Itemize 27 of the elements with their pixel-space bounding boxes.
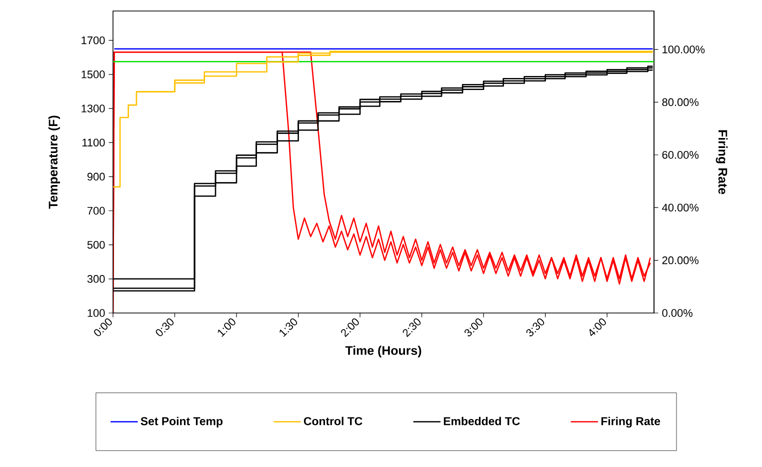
y2-tick-label: 100.00% xyxy=(662,46,705,54)
x-tick-label: 0:30 xyxy=(156,318,174,336)
x-tick-label: 3:00 xyxy=(464,318,482,336)
y-tick-label: 1300 xyxy=(82,104,105,112)
x-tick-label: 0:00 xyxy=(94,318,112,336)
legend-label: Firing Rate xyxy=(601,416,660,428)
y2-tick-label: 0.00% xyxy=(662,309,692,317)
y-tick-label: 1700 xyxy=(82,36,105,44)
y2-tick-label: 60.00% xyxy=(662,151,699,159)
y-axis-title: Temperature (F) xyxy=(48,116,60,209)
y-tick-label: 700 xyxy=(88,206,105,215)
x-axis-title: Time (Hours) xyxy=(345,346,422,358)
y2-tick-label: 40.00% xyxy=(662,204,699,212)
legend-label: Set Point Temp xyxy=(140,416,223,428)
legend-label: Embedded TC xyxy=(444,416,520,426)
y2-axis-title: Firing Rate xyxy=(716,130,728,194)
y-tick-label: 300 xyxy=(87,275,105,283)
y-tick-label: 100 xyxy=(88,309,105,317)
y-tick-label: 1500 xyxy=(82,70,105,78)
x-tick-label: 4:00 xyxy=(589,318,606,336)
y-tick-label: 1100 xyxy=(82,138,105,146)
legend-label: Control TC xyxy=(304,416,362,426)
y2-tick-label: 20.00% xyxy=(662,256,699,264)
y2-tick-label: 80.00% xyxy=(662,98,699,106)
y-tick-label: 500 xyxy=(87,240,105,249)
x-tick-label: 3:30 xyxy=(526,318,544,336)
y-tick-label: 900 xyxy=(87,172,105,181)
